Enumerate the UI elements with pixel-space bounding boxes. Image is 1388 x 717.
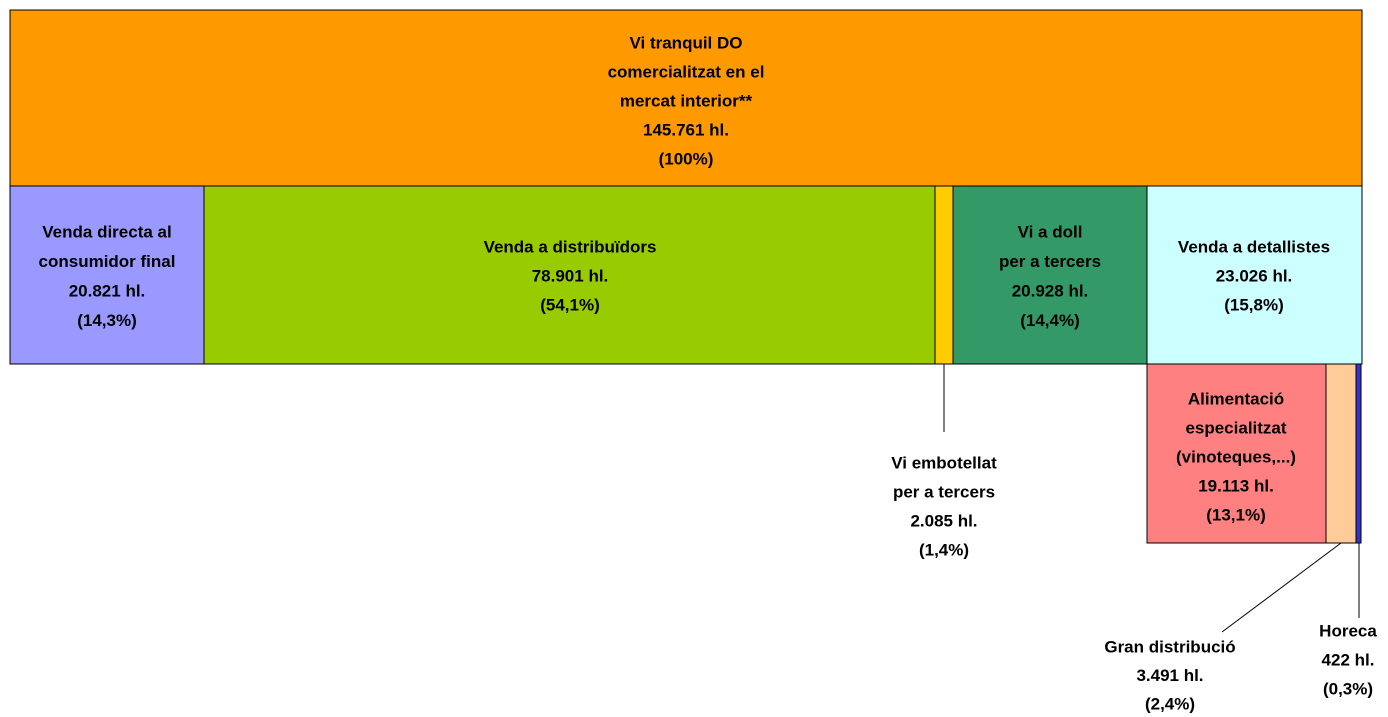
node-label: 78.901 hl. xyxy=(532,266,609,285)
node-label: (0,3%) xyxy=(1323,679,1373,698)
node-label: per a tercers xyxy=(893,482,995,501)
node-label: per a tercers xyxy=(999,252,1101,271)
node-label: 145.761 hl. xyxy=(643,120,729,139)
bulk-box xyxy=(952,185,1148,365)
node-label: Gran distribució xyxy=(1104,637,1235,656)
bottled-box xyxy=(934,185,954,365)
node-label: mercat interior** xyxy=(620,91,753,110)
node-label: Venda a distribuïdors xyxy=(484,237,657,256)
node-label: (13,1%) xyxy=(1206,505,1266,524)
node-label: consumidor final xyxy=(39,252,176,271)
node-label: comercialitzat en el xyxy=(608,62,765,81)
node-label: (54,1%) xyxy=(540,295,600,314)
node-label: (100%) xyxy=(659,149,714,168)
node-label: (vinoteques,...) xyxy=(1176,447,1296,466)
node-label: (15,8%) xyxy=(1224,295,1284,314)
node-label: (14,3%) xyxy=(77,311,137,330)
node-label: 20.821 hl. xyxy=(69,281,146,300)
node-label: especialitzat xyxy=(1185,418,1286,437)
node-label: Vi a doll xyxy=(1018,222,1083,241)
callout-line xyxy=(1221,542,1342,633)
retailers-box xyxy=(1146,185,1363,365)
node-label: Alimentació xyxy=(1188,389,1284,408)
node-label: (1,4%) xyxy=(919,540,969,559)
distributors-box xyxy=(203,185,936,365)
horeca-box xyxy=(1355,363,1362,544)
node-label: Horeca xyxy=(1319,621,1377,640)
node-label: 20.928 hl. xyxy=(1012,281,1089,300)
specialized-box xyxy=(1146,363,1327,544)
node-label: Venda a detallistes xyxy=(1178,237,1330,256)
node-label: 2.085 hl. xyxy=(910,511,977,530)
total-box xyxy=(9,9,1363,187)
node-label: 422 hl. xyxy=(1322,650,1375,669)
node-label: 3.491 hl. xyxy=(1136,666,1203,685)
node-label: 23.026 hl. xyxy=(1216,266,1293,285)
large-retail-box xyxy=(1325,363,1357,544)
node-label: Venda directa al xyxy=(42,222,171,241)
node-label: 19.113 hl. xyxy=(1198,476,1274,495)
direct-sales-box xyxy=(9,185,205,365)
node-label: Vi embotellat xyxy=(891,453,997,472)
node-label: Vi tranquil DO xyxy=(629,33,742,52)
node-label: (2,4%) xyxy=(1145,694,1195,713)
node-label: (14,4%) xyxy=(1020,311,1080,330)
